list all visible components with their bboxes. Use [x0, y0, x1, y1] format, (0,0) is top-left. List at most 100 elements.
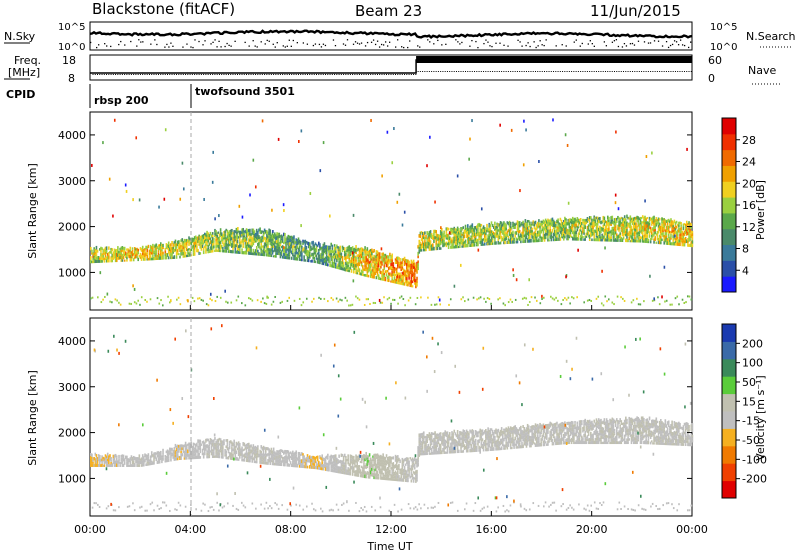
echo-cell	[222, 452, 224, 456]
echo-cell	[562, 224, 565, 228]
echo-cell	[336, 253, 338, 256]
echo-cell	[131, 456, 134, 461]
echo-cell	[259, 449, 261, 453]
echo-cell	[457, 240, 460, 243]
echo-cell	[478, 231, 480, 235]
nave-point	[304, 74, 306, 75]
echo-cell	[176, 240, 179, 244]
echo-cell	[415, 268, 417, 272]
nave-point	[530, 71, 532, 72]
echo-cell	[330, 242, 333, 247]
echo-cell	[535, 227, 538, 231]
echo-cell	[524, 236, 527, 240]
echo-cell	[243, 442, 246, 447]
echo-cell	[139, 247, 142, 251]
echo-cell	[237, 250, 240, 254]
echo-cell	[528, 301, 531, 304]
echo-cell	[144, 247, 146, 251]
echo-cell	[333, 258, 336, 262]
echo-cell	[206, 243, 208, 247]
echo-cell	[303, 455, 305, 458]
echo-cell	[93, 252, 95, 256]
echo-cell	[184, 445, 187, 448]
echo-cell	[396, 200, 399, 204]
noise-search-point	[210, 43, 212, 45]
echo-cell	[119, 464, 121, 467]
echo-cell	[92, 255, 94, 258]
echo-cell	[194, 447, 197, 451]
echo-cell	[356, 461, 358, 466]
echo-cell	[354, 470, 356, 474]
echo-cell	[553, 227, 556, 230]
echo-cell	[533, 226, 536, 230]
echo-cell	[453, 233, 456, 237]
echo-cell	[248, 459, 250, 463]
echo-cell	[665, 228, 668, 232]
echo-cell	[261, 253, 264, 257]
echo-cell	[362, 458, 364, 461]
echo-cell	[352, 466, 355, 471]
echo-cell	[650, 234, 653, 237]
echo-cell	[417, 255, 419, 259]
echo-cell	[336, 459, 338, 463]
echo-cell	[200, 238, 203, 242]
echo-cell	[224, 289, 226, 293]
echo-cell	[328, 245, 330, 248]
echo-cell	[114, 249, 117, 253]
echo-cell	[442, 235, 444, 239]
echo-cell	[530, 238, 532, 243]
echo-cell	[407, 259, 409, 264]
echo-cell	[397, 274, 399, 279]
echo-cell	[159, 246, 162, 250]
echo-cell	[112, 257, 115, 260]
echo-cell	[130, 455, 133, 459]
echo-cell	[406, 263, 408, 266]
echo-cell	[250, 238, 252, 243]
echo-cell	[505, 232, 507, 237]
echo-cell	[555, 238, 557, 242]
echo-cell	[362, 255, 364, 259]
echo-cell	[421, 231, 424, 236]
nave-point	[157, 74, 159, 75]
echo-cell	[339, 267, 342, 270]
echo-cell	[306, 241, 309, 245]
echo-cell	[150, 257, 153, 261]
echo-cell	[114, 460, 117, 465]
echo-cell	[305, 461, 308, 465]
echo-cell	[179, 444, 181, 448]
echo-cell	[351, 469, 354, 473]
nave-point	[485, 71, 487, 72]
echo-cell	[362, 273, 364, 276]
echo-cell	[293, 299, 296, 302]
echo-cell	[152, 247, 154, 252]
echo-cell	[146, 457, 149, 462]
echo-cell	[597, 234, 600, 237]
echo-cell	[521, 234, 523, 238]
echo-cell	[246, 446, 249, 449]
echo-cell	[342, 470, 345, 475]
echo-cell	[681, 237, 684, 241]
echo-cell	[673, 236, 676, 240]
echo-cell	[681, 240, 684, 244]
echo-cell	[355, 259, 357, 262]
echo-cell	[246, 246, 249, 250]
echo-cell	[437, 240, 440, 244]
echo-cell	[332, 261, 335, 266]
nave-point	[300, 74, 302, 75]
echo-cell	[682, 238, 685, 243]
echo-cell	[307, 245, 310, 249]
echo-cell	[192, 237, 195, 242]
echo-cell	[488, 298, 491, 301]
echo-cell	[500, 239, 503, 242]
echo-cell	[393, 280, 396, 284]
noise-search-point	[637, 40, 640, 42]
echo-cell	[289, 451, 292, 454]
echo-cell	[385, 255, 388, 259]
echo-cell	[141, 245, 144, 250]
echo-cell	[286, 253, 289, 257]
echo-cell	[329, 263, 331, 267]
echo-cell	[621, 233, 624, 237]
echo-cell	[430, 303, 433, 306]
echo-cell	[337, 257, 339, 261]
echo-cell	[548, 239, 550, 242]
